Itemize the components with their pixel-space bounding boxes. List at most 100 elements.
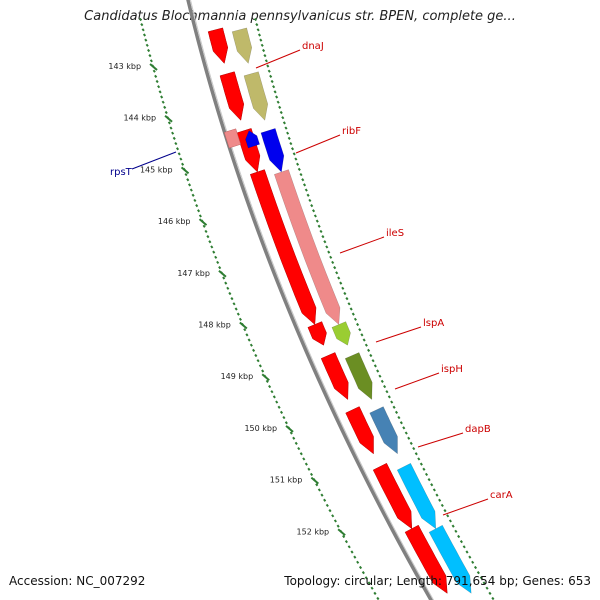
minor-tick	[404, 431, 408, 435]
minor-tick	[236, 312, 240, 316]
minor-tick	[435, 493, 439, 497]
minor-tick	[277, 405, 281, 409]
minor-tick	[409, 441, 413, 446]
minor-tick	[216, 260, 220, 265]
gene-arrow	[396, 462, 437, 530]
minor-tick	[218, 266, 222, 270]
minor-tick	[256, 359, 260, 363]
minor-tick	[253, 17, 258, 22]
major-tick-dash	[198, 218, 208, 226]
minor-tick	[175, 147, 180, 151]
minor-tick	[142, 33, 147, 37]
minor-tick	[278, 105, 282, 109]
minor-tick	[270, 79, 274, 84]
minor-tick	[169, 126, 173, 130]
minor-tick	[321, 235, 325, 239]
cds-arrow	[372, 462, 413, 530]
minor-tick	[266, 64, 270, 68]
minor-tick	[281, 116, 285, 120]
minor-tick	[273, 90, 277, 94]
gene-arrow	[344, 352, 373, 401]
minor-tick	[210, 245, 214, 249]
minor-tick	[339, 281, 343, 285]
minor-tick	[325, 503, 329, 508]
gene-label: ribF	[342, 126, 361, 137]
minor-tick	[265, 379, 269, 383]
minor-tick	[341, 286, 345, 290]
tick-label: 144 kbp	[123, 114, 156, 123]
minor-tick	[479, 576, 483, 580]
minor-tick	[260, 43, 264, 47]
minor-tick	[294, 157, 298, 161]
minor-tick	[485, 586, 489, 590]
minor-tick	[317, 488, 321, 492]
minor-tick	[144, 38, 148, 42]
minor-tick	[297, 446, 301, 451]
minor-tick	[459, 540, 463, 544]
minor-tick	[279, 410, 284, 414]
minor-tick	[263, 54, 267, 58]
minor-tick	[462, 545, 466, 549]
cds-arrow	[345, 406, 374, 455]
minor-tick	[214, 255, 218, 259]
minor-tick	[245, 333, 249, 337]
minor-tick	[302, 183, 307, 187]
minor-tick	[319, 229, 323, 234]
minor-tick	[191, 193, 195, 197]
tick-layer: 143 kbp 144 kbp 145 kbp 146 kbp 147 kbp 148 k…	[108, 17, 495, 600]
minor-tick	[269, 74, 273, 78]
label-leader	[417, 432, 464, 448]
minor-tick	[457, 534, 461, 539]
minor-tick	[342, 534, 346, 539]
minor-tick	[171, 131, 175, 135]
tick-label: 148 kbp	[198, 321, 231, 330]
major-tick-dash	[285, 425, 294, 433]
minor-tick	[430, 483, 434, 487]
minor-tick	[179, 157, 183, 161]
minor-tick	[202, 224, 206, 228]
minor-tick	[289, 141, 293, 146]
minor-tick	[308, 198, 312, 203]
minor-tick	[422, 467, 426, 471]
minor-tick	[158, 90, 162, 94]
minor-tick	[157, 85, 161, 89]
tick-label: 147 kbp	[177, 269, 210, 278]
tick-label: 145 kbp	[140, 165, 173, 174]
tick-label: 151 kbp	[270, 476, 303, 485]
minor-tick	[276, 100, 280, 104]
major-tick-dash	[310, 476, 320, 485]
minor-tick	[184, 172, 188, 177]
minor-tick	[292, 152, 296, 156]
cds-arrow	[223, 128, 242, 149]
minor-tick	[313, 214, 317, 218]
minor-tick	[482, 581, 486, 585]
major-tick-dash	[337, 528, 346, 537]
minor-tick	[243, 328, 247, 332]
minor-tick	[344, 540, 348, 544]
minor-tick	[275, 95, 279, 99]
minor-tick	[473, 565, 478, 570]
minor-tick	[335, 271, 339, 275]
minor-tick	[394, 410, 399, 414]
tick-label: 149 kbp	[221, 372, 254, 381]
gene-label: ispH	[441, 364, 463, 375]
minor-tick	[161, 100, 165, 104]
minor-tick	[164, 110, 168, 115]
minor-tick	[226, 286, 230, 290]
backbone-highlight	[189, 0, 435, 600]
major-tick-dash	[164, 114, 173, 123]
minor-tick	[196, 209, 201, 213]
minor-tick	[257, 33, 262, 37]
minor-tick	[208, 240, 212, 244]
minor-tick	[145, 43, 149, 47]
minor-tick	[353, 317, 357, 321]
minor-tick	[476, 571, 480, 575]
minor-tick	[261, 369, 265, 373]
minor-tick	[440, 503, 444, 508]
minor-tick	[414, 452, 418, 456]
minor-tick	[378, 374, 382, 378]
gene-arrow	[331, 321, 351, 346]
minor-tick	[331, 260, 335, 265]
gene-label: carA	[490, 490, 513, 501]
backbone-line	[186, 0, 434, 600]
